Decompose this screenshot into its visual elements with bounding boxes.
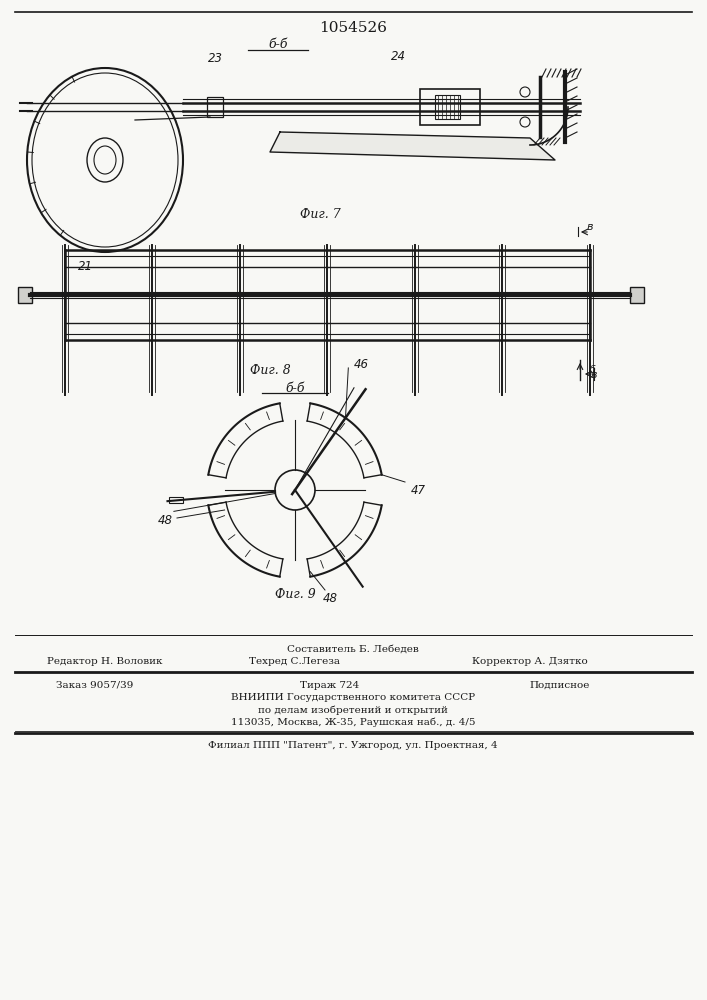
Text: Фиг. 9: Фиг. 9 (274, 588, 315, 601)
Text: 23: 23 (207, 51, 223, 64)
FancyBboxPatch shape (630, 287, 644, 303)
Text: Фиг. 7: Фиг. 7 (300, 209, 340, 222)
Polygon shape (270, 132, 555, 160)
Text: Тираж 724: Тираж 724 (300, 680, 360, 690)
Text: Составитель Б. Лебедев: Составитель Б. Лебедев (287, 645, 419, 654)
Text: ВНИИПИ Государственного комитета СССР: ВНИИПИ Государственного комитета СССР (231, 694, 475, 702)
Text: Корректор А. Дзятко: Корректор А. Дзятко (472, 658, 588, 666)
Text: б: б (588, 365, 595, 375)
Text: Редактор Н. Воловик: Редактор Н. Воловик (47, 658, 163, 666)
Text: б-б: б-б (268, 38, 288, 51)
Text: в: в (587, 222, 593, 232)
Text: по делам изобретений и открытий: по делам изобретений и открытий (258, 705, 448, 715)
Text: в: в (591, 370, 597, 380)
Text: 1054526: 1054526 (319, 21, 387, 35)
FancyBboxPatch shape (18, 287, 32, 303)
Text: б-б: б-б (285, 381, 305, 394)
Text: 47: 47 (411, 484, 426, 496)
Text: 46: 46 (354, 358, 368, 371)
Text: Подписное: Подписное (530, 680, 590, 690)
Text: Фиг. 8: Фиг. 8 (250, 363, 291, 376)
Text: 21: 21 (78, 260, 93, 273)
Text: 48: 48 (322, 591, 337, 604)
Text: 24: 24 (390, 50, 406, 64)
Text: 113035, Москва, Ж-35, Раушская наб., д. 4/5: 113035, Москва, Ж-35, Раушская наб., д. … (230, 717, 475, 727)
Text: Заказ 9057/39: Заказ 9057/39 (57, 680, 134, 690)
Text: Филиал ППП "Патент", г. Ужгород, ул. Проектная, 4: Филиал ППП "Патент", г. Ужгород, ул. Про… (208, 742, 498, 750)
Text: Техред С.Легеза: Техред С.Легеза (250, 658, 341, 666)
Text: 48: 48 (158, 514, 173, 526)
